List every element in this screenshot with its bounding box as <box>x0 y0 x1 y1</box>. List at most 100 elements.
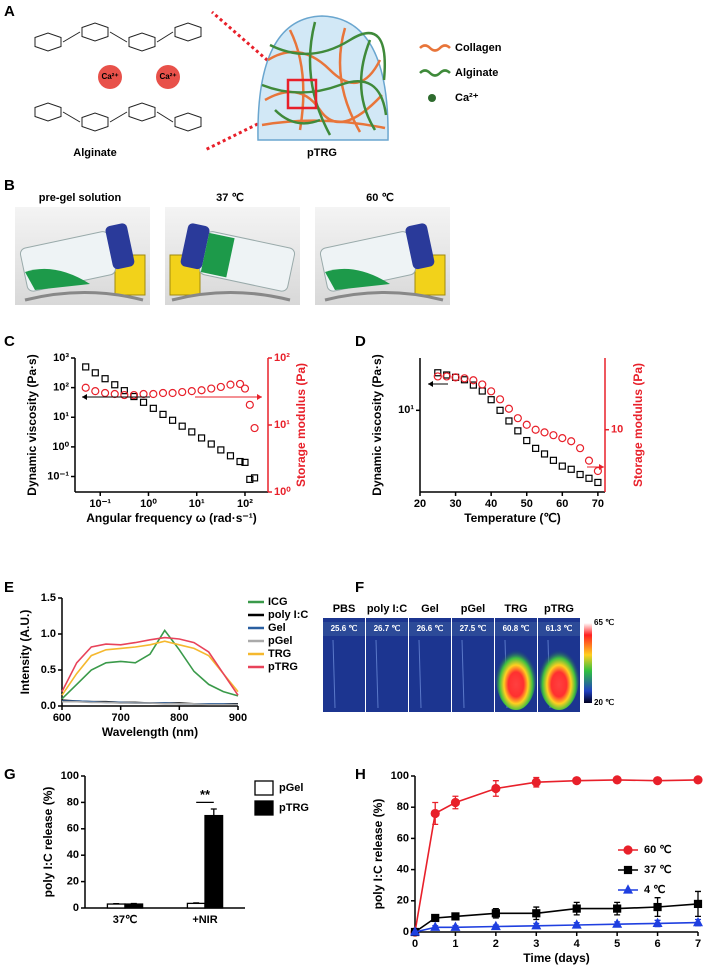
legend-label: Ca²⁺ <box>455 92 479 104</box>
sample-label: TRG <box>504 603 527 615</box>
x-tick-label: 37℃ <box>113 914 138 926</box>
marker <box>450 797 461 808</box>
legend-swatch <box>254 800 274 816</box>
temp-band <box>452 622 494 636</box>
y-axis-label: poly I:C release (%) <box>41 787 55 898</box>
marker <box>505 417 513 425</box>
legend-label: pTRG <box>268 661 298 673</box>
axis-pointer-head <box>428 381 433 387</box>
marker <box>487 396 495 404</box>
y2-axis-label: Storage modulus (Pa) <box>631 363 645 487</box>
marker <box>532 909 541 918</box>
x-tick-label: 5 <box>614 938 620 950</box>
panel-label: G <box>4 766 16 783</box>
temp-band <box>366 622 408 636</box>
marker <box>168 416 177 424</box>
glycosidic-bond <box>62 111 81 123</box>
marker <box>490 920 501 931</box>
marker <box>120 390 129 400</box>
marker <box>572 904 581 913</box>
marker <box>576 470 584 479</box>
y-tick-label: 20 <box>67 876 79 888</box>
tube-edge <box>375 639 379 709</box>
marker <box>567 465 575 473</box>
y-tick-label: 10² <box>53 382 69 394</box>
marker <box>207 440 215 448</box>
marker <box>623 865 633 875</box>
marker <box>514 427 522 435</box>
condition-label: 60 ℃ <box>366 192 394 204</box>
marker <box>469 381 477 389</box>
bar <box>186 902 206 909</box>
ion-label: Ca²⁺ <box>101 72 118 81</box>
temp-band <box>409 622 451 636</box>
temperature: 26.6 ℃ <box>417 624 444 633</box>
bar <box>204 814 224 909</box>
legend-swatch <box>428 94 436 102</box>
marker <box>430 808 440 819</box>
marker <box>613 904 622 913</box>
marker <box>450 921 461 931</box>
marker <box>532 444 540 452</box>
marker <box>235 379 245 389</box>
marker <box>139 398 148 406</box>
marker <box>652 776 663 786</box>
hot-spot <box>496 646 536 710</box>
calcium-ion <box>98 65 122 89</box>
marker <box>460 374 469 383</box>
color-scale <box>584 623 592 703</box>
marker <box>100 388 110 398</box>
fiber <box>288 29 305 131</box>
tube-edge <box>418 639 422 709</box>
x-tick-label: 600 <box>53 712 71 724</box>
marker <box>82 363 90 371</box>
marker <box>250 423 259 433</box>
marker <box>91 387 100 396</box>
marker <box>158 388 168 398</box>
sugar-ring <box>34 32 62 52</box>
x-tick-label: 10⁻¹ <box>89 498 111 510</box>
marker <box>584 456 594 465</box>
sample-label: pGel <box>461 603 485 615</box>
marker <box>226 380 235 389</box>
marker <box>149 389 158 399</box>
glycosidic-bond <box>109 31 128 43</box>
sugar-ring <box>81 112 109 132</box>
temperature: 61.3 ℃ <box>546 624 573 633</box>
clamp-wire <box>324 291 444 302</box>
tube-edge <box>461 639 465 709</box>
y2-tick-label: 10 <box>611 424 623 436</box>
marker <box>139 389 148 399</box>
panel-label: C <box>4 333 15 350</box>
marker <box>240 384 250 393</box>
marker <box>575 444 585 453</box>
fiber <box>338 27 362 133</box>
legend-label: TRG <box>268 648 291 660</box>
legend-label: 37 ℃ <box>644 864 672 876</box>
y-tick-label: 0 <box>403 926 409 938</box>
hot-spot <box>539 646 579 710</box>
marker <box>451 373 460 382</box>
temperature: 27.5 ℃ <box>460 624 487 633</box>
glycosidic-bond <box>156 31 174 43</box>
series-line <box>61 640 239 696</box>
y-tick-label: 20 <box>397 895 409 907</box>
y-tick-label: 100 <box>391 770 409 782</box>
y-tick-label: 1.0 <box>41 628 56 640</box>
x-axis-label: Wavelength (nm) <box>102 725 198 739</box>
marker <box>188 428 196 436</box>
marker <box>491 783 501 794</box>
temp-band <box>495 622 537 636</box>
y-tick-label: 10³ <box>53 352 69 364</box>
y-axis-label: Dynamic viscosity (Pa·s) <box>370 354 384 495</box>
sugar-ring <box>174 112 202 132</box>
zoom-line <box>211 10 291 82</box>
y-tick-label: 40 <box>67 849 79 861</box>
marker <box>178 387 187 397</box>
legend-label: 4 ℃ <box>644 884 666 896</box>
sugar-ring <box>128 32 156 52</box>
marker <box>558 462 566 470</box>
marker <box>159 410 167 418</box>
sugar-ring <box>81 22 109 42</box>
